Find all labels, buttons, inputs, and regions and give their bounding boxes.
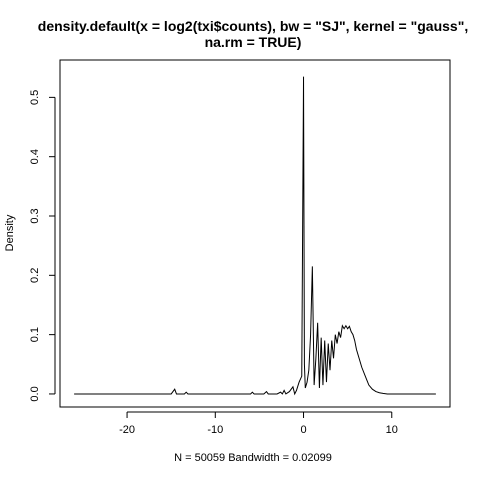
x-tick-label: 0 xyxy=(300,424,306,436)
y-tick-label: 0.5 xyxy=(29,90,41,105)
y-tick-label: 0.4 xyxy=(29,149,41,164)
y-tick-label: 0.1 xyxy=(29,327,41,342)
y-tick-label: 0.2 xyxy=(29,268,41,283)
y-axis-label: Density xyxy=(4,214,16,251)
x-axis: -20 -10 0 10 xyxy=(119,411,398,436)
y-tick-label: 0.3 xyxy=(29,208,41,223)
density-line xyxy=(74,76,436,396)
plot-frame xyxy=(59,59,451,408)
x-tick-label: -20 xyxy=(119,424,135,436)
chart-title-line2: na.rm = TRUE) xyxy=(205,34,302,50)
x-tick-label: 10 xyxy=(386,424,398,436)
chart-title-line1: density.default(x = log2(txi$counts), bw… xyxy=(38,18,468,34)
x-tick-label: -10 xyxy=(207,424,223,436)
y-tick-label: 0.0 xyxy=(29,386,41,401)
x-axis-label: N = 50059 Bandwidth = 0.02099 xyxy=(174,452,332,464)
y-axis: 0.0 0.1 0.2 0.3 0.4 0.5 xyxy=(29,90,56,402)
